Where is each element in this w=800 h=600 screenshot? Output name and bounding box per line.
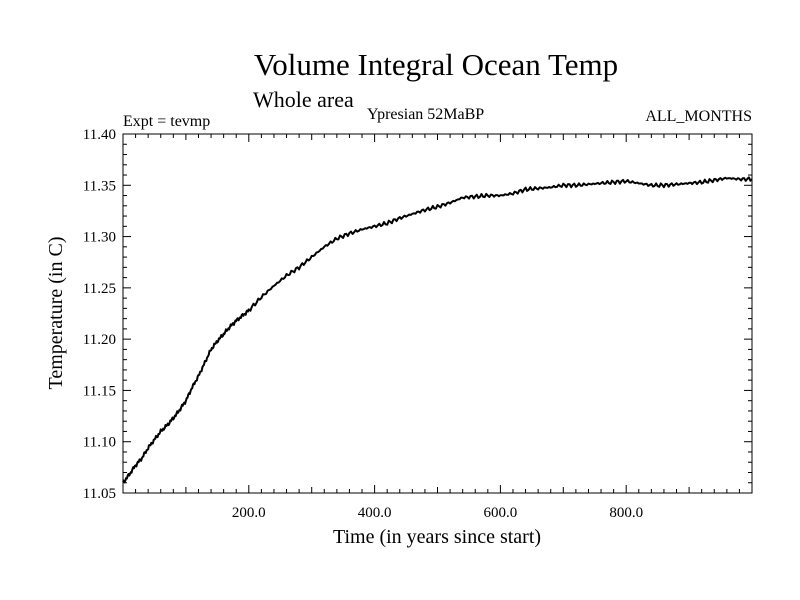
x-tick-label: 800.0 [609,505,643,521]
temperature-series-line [122,176,753,484]
y-tick-label: 11.25 [83,281,116,297]
x-axis-label: Time (in years since start) [333,526,541,548]
chart-title: Volume Integral Ocean Temp [254,47,618,82]
period-label: Ypresian 52MaBP [367,106,484,123]
y-tick-label: 11.20 [83,332,116,348]
y-axis-label: Temperature (in C) [45,237,67,390]
x-tick-label: 200.0 [232,505,266,521]
x-tick-label: 600.0 [484,505,518,521]
y-tick-label: 11.15 [83,383,116,399]
y-tick-label: 11.40 [83,127,116,143]
x-axis: 200.0 400.0 600.0 800.0 [135,134,740,521]
y-tick-label: 11.05 [83,486,116,502]
y-tick-label: 11.10 [83,435,116,451]
y-axis: 11.05 11.10 11.15 11.20 11.25 11.30 11.35 11.40 [83,127,752,502]
experiment-label: Expt = tevmp [123,113,210,130]
plot-area-frame [122,133,753,494]
months-label: ALL_MONTHS [645,108,752,125]
y-tick-label: 11.30 [83,230,116,246]
chart-subtitle: Whole area [253,87,354,112]
x-tick-label: 400.0 [358,505,392,521]
y-tick-label: 11.35 [83,178,116,194]
